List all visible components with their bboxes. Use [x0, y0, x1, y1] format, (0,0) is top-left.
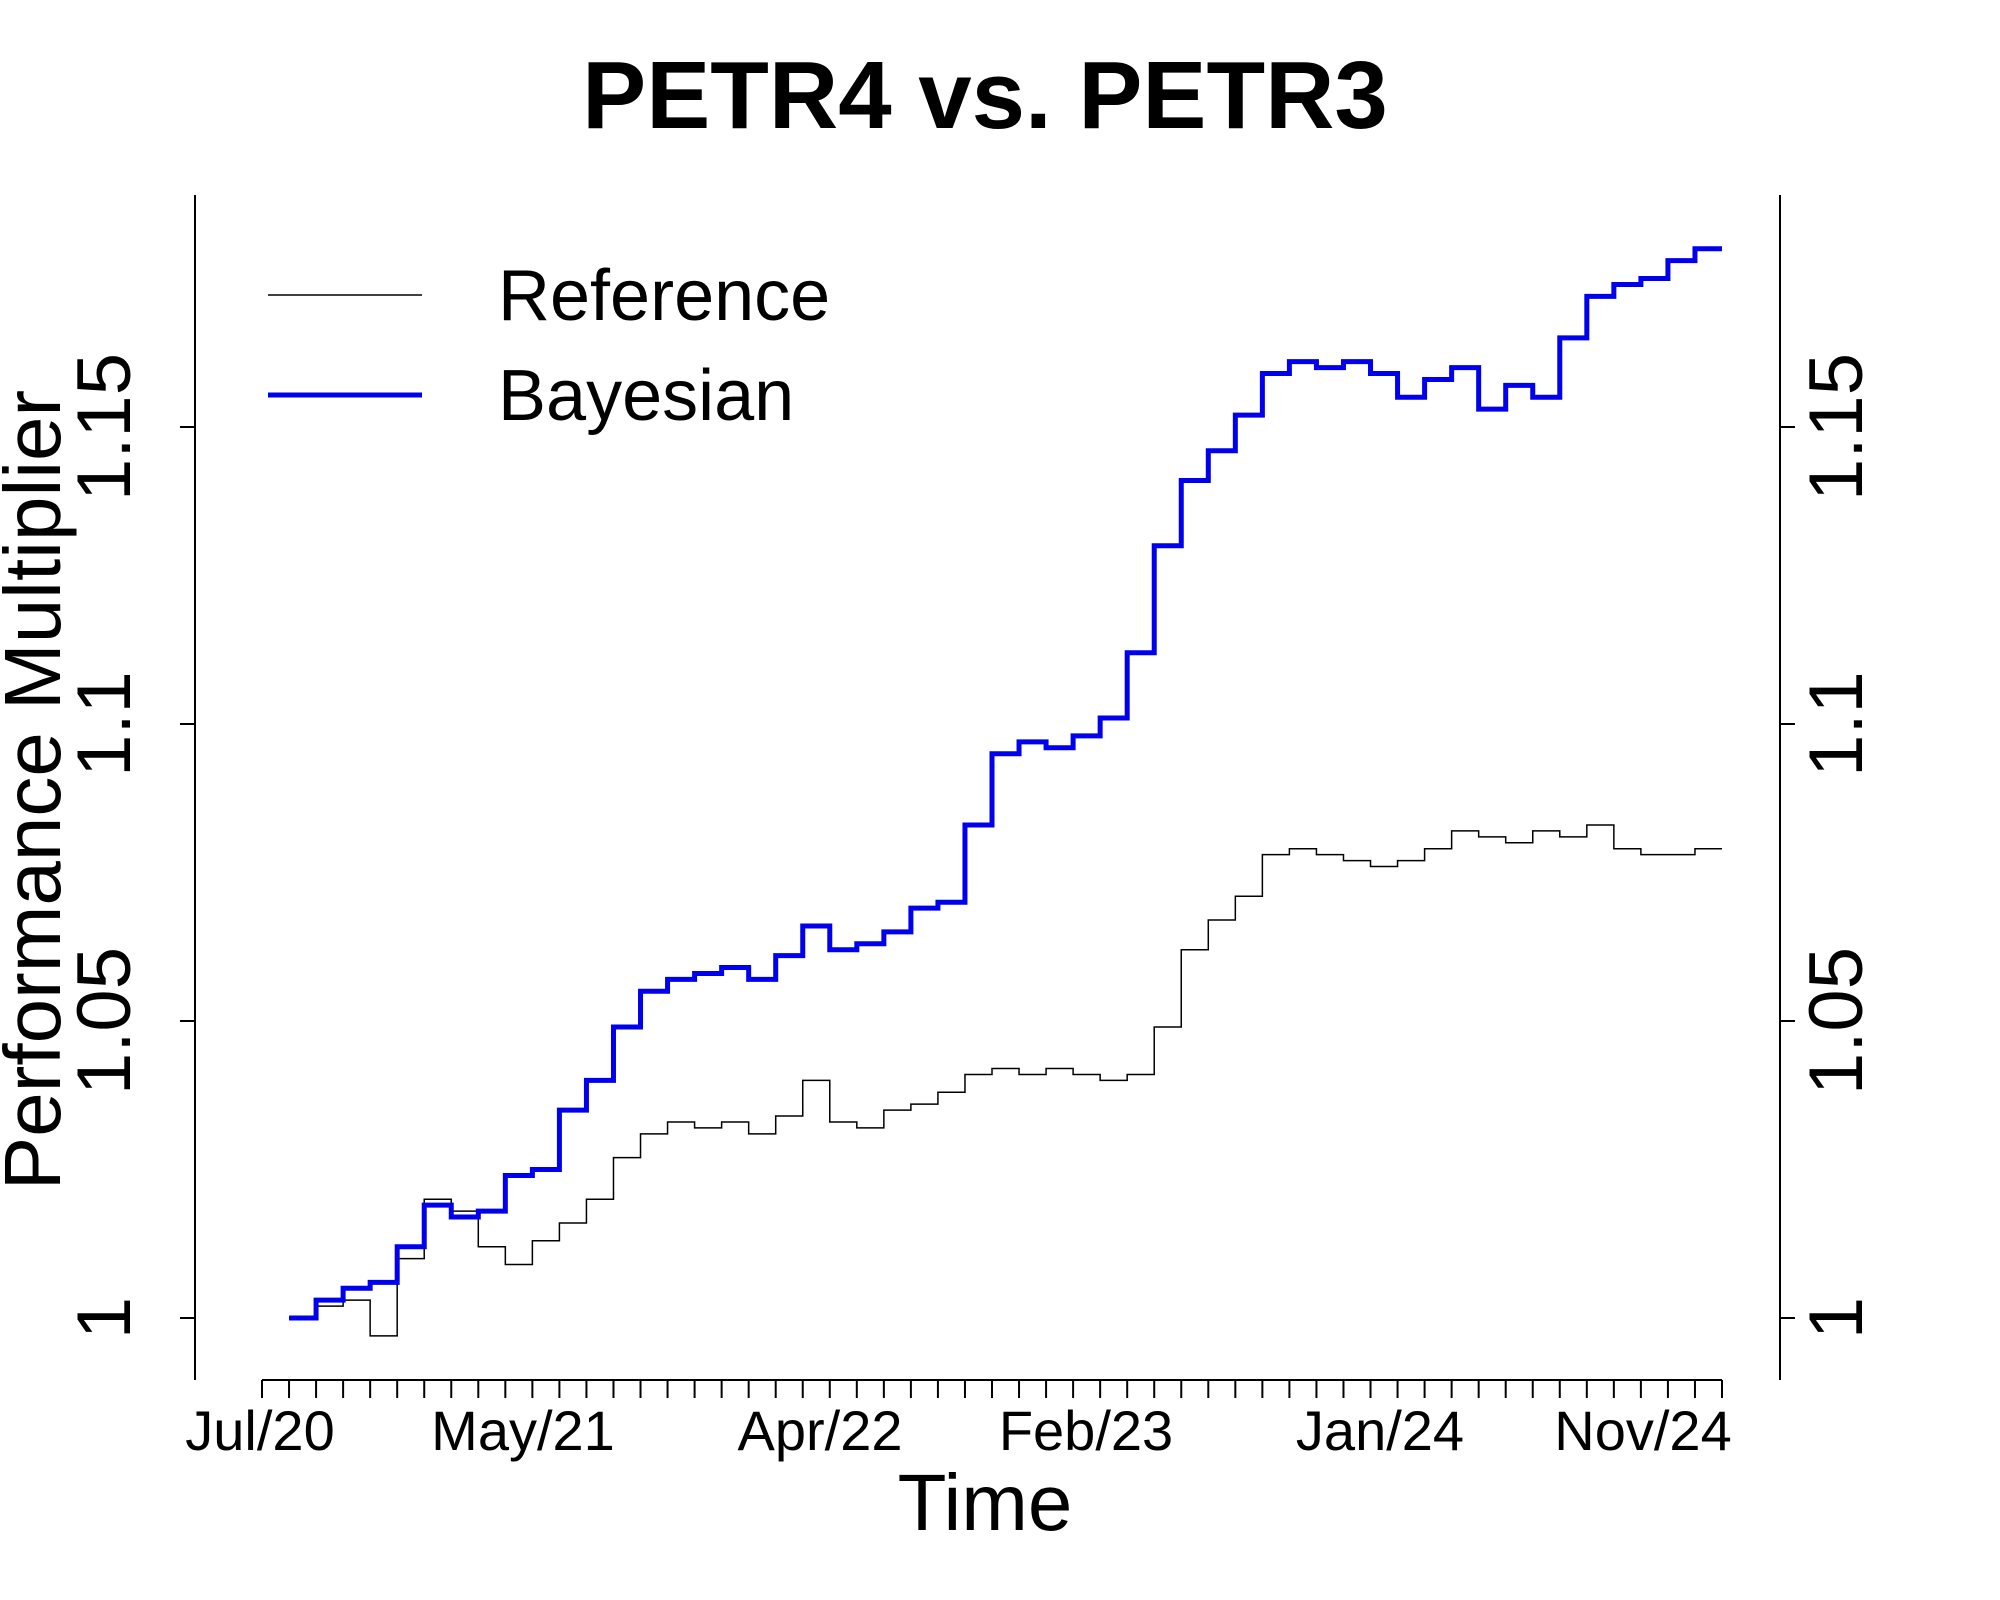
series-layer: [289, 246, 1722, 1337]
x-tick-label: Jul/20: [185, 1399, 334, 1462]
y-tick-label-left: 1.15: [62, 353, 147, 501]
y-tick-label-right: 1.15: [1794, 353, 1879, 501]
x-tick-label: Apr/22: [738, 1399, 903, 1462]
x-tick-label: Feb/23: [999, 1399, 1173, 1462]
y-tick-label-left: 1.05: [62, 947, 147, 1095]
y-tick-label-right: 1: [1794, 1297, 1879, 1339]
x-tick-label: Nov/24: [1554, 1399, 1731, 1462]
series-line-reference: [289, 824, 1722, 1337]
y-ticks-right: 1 1.05 1.1 1.15: [1780, 353, 1879, 1339]
x-ticks: [261, 1380, 1723, 1398]
x-tick-label: May/21: [431, 1399, 615, 1462]
y-tick-label-left: 1: [62, 1297, 147, 1339]
y-tick-label-left: 1.1: [62, 671, 147, 777]
y-ticks-left: 1 1.05 1.1 1.15: [62, 353, 195, 1339]
x-tick-label: Jan/24: [1296, 1399, 1464, 1462]
y-tick-label-right: 1.1: [1794, 671, 1879, 777]
y-tick-label-right: 1.05: [1794, 947, 1879, 1095]
legend: Reference Bayesian: [268, 256, 830, 436]
y-axis-label: Performance Multiplier: [0, 390, 77, 1190]
series-line-bayesian: [289, 246, 1722, 1321]
chart-title: PETR4 vs. PETR3: [582, 42, 1388, 149]
legend-label-reference: Reference: [498, 256, 830, 336]
x-tick-labels: Jul/20 May/21 Apr/22 Feb/23 Jan/24 Nov/24: [185, 1399, 1731, 1462]
legend-label-bayesian: Bayesian: [498, 356, 794, 436]
x-axis-label: Time: [898, 1458, 1073, 1547]
